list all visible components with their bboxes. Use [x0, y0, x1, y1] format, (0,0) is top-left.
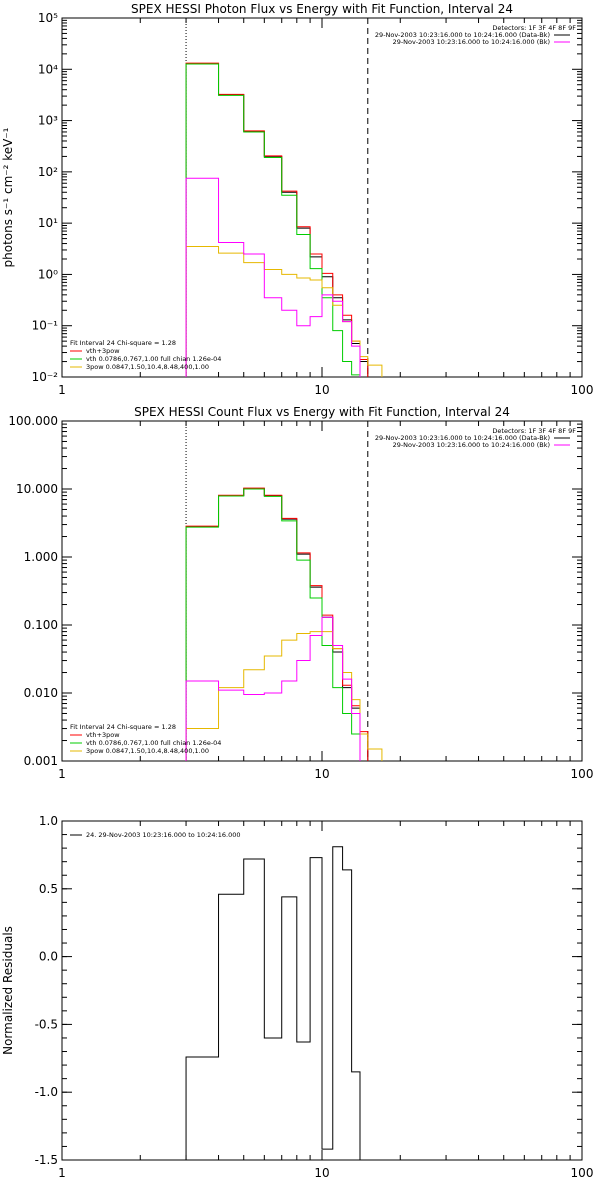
y-tick-label: 0.001 — [24, 754, 58, 768]
legend-left-entry: vth+3pow — [86, 347, 120, 355]
x-tick-label: 100 — [571, 1166, 594, 1180]
y-tick-label: -1.0 — [35, 1085, 58, 1099]
chart-3: Normalized Residuals 1 10 100 -1.5 -1.0 -0.5 0.… — [1, 814, 593, 1180]
series-2-step-line — [185, 487, 369, 761]
y-tick-label: 0.100 — [24, 618, 58, 632]
x-tick-label: 10 — [314, 767, 329, 781]
legend-right-entry: 29-Nov-2003 10:23:16.000 to 10:24:16.000… — [393, 38, 550, 46]
y-tick-label: 10⁴ — [38, 62, 58, 76]
series-group — [185, 487, 383, 761]
legend-right-entry: 29-Nov-2003 10:23:16.000 to 10:24:16.000… — [375, 434, 550, 442]
legend-left-entry: 24. 29-Nov-2003 10:23:16.000 to 10:24:16… — [86, 831, 240, 839]
plot-frame — [61, 17, 583, 378]
x-tick-label: 10 — [314, 383, 329, 397]
series-5-step-line — [185, 616, 361, 761]
legend-left-entry: Fit Interval 24 Chi-square = 1.28 — [70, 339, 176, 347]
chart-2: SPEX HESSI Count Flux vs Energy with Fit… — [8, 405, 593, 781]
y-tick-label: 10² — [38, 165, 58, 179]
x-tick-label: 1 — [58, 1166, 66, 1180]
chart-1: SPEX HESSI Photon Flux vs Energy with Fi… — [1, 2, 593, 397]
series-1-step-line — [185, 846, 361, 1160]
legend-left-entry: vth 0.0786,0.767,1.00 full chian 1.26e-0… — [86, 355, 221, 363]
y-tick-label: 1.000 — [24, 550, 58, 564]
series-5-step-line — [185, 177, 361, 377]
x-tick-label: 1 — [58, 383, 66, 397]
y-tick-label: 10⁻¹ — [32, 319, 59, 333]
series-group — [185, 62, 383, 377]
legend-right-entry: Detectors: 1F 3F 4F 8F 9F — [492, 427, 576, 435]
legend-right-entry: Detectors: 1F 3F 4F 8F 9F — [492, 24, 576, 32]
legend-left-entry: 3pow 0.0847,1.50,10.4,8.48,400,1.00 — [86, 747, 209, 755]
series-3-step-line — [185, 63, 361, 377]
x-tick-label: 1 — [58, 767, 66, 781]
series-group — [185, 846, 361, 1160]
chart-title: SPEX HESSI Count Flux vs Energy with Fit… — [134, 405, 510, 419]
legend-right-entry: 29-Nov-2003 10:23:16.000 to 10:24:16.000… — [375, 31, 550, 39]
series-1-step-line — [185, 62, 369, 377]
x-tick-label: 10 — [314, 1166, 329, 1180]
y-tick-label: 0.010 — [24, 686, 58, 700]
y-axis-label: Normalized Residuals — [1, 926, 15, 1055]
legend-right-entry: 29-Nov-2003 10:23:16.000 to 10:24:16.000… — [393, 441, 550, 449]
y-tick-label: 10¹ — [38, 216, 58, 230]
series-2-step-line — [185, 62, 369, 377]
y-tick-label: 1.0 — [39, 814, 58, 828]
y-tick-label: 10⁵ — [38, 11, 58, 25]
legend-left-entry: vth 0.0786,0.767,1.00 full chian 1.26e-0… — [86, 739, 221, 747]
y-tick-label: 100.000 — [8, 414, 58, 428]
y-tick-label: 10⁻² — [32, 370, 59, 384]
y-tick-label: 10.000 — [16, 482, 58, 496]
series-3-step-line — [185, 488, 361, 761]
chart-title: SPEX HESSI Photon Flux vs Energy with Fi… — [131, 2, 513, 16]
x-tick-label: 100 — [571, 383, 594, 397]
y-axis-label: photons s⁻¹ cm⁻² keV⁻¹ — [1, 127, 15, 267]
y-tick-label: 10³ — [38, 114, 58, 128]
legend-left-entry: Fit Interval 24 Chi-square = 1.28 — [70, 723, 176, 731]
legend-left-entry: 3pow 0.0847,1.50,10.4,8.48,400,1.00 — [86, 363, 209, 371]
legend-left-entry: vth+3pow — [86, 731, 120, 739]
y-tick-label: 0.5 — [39, 882, 58, 896]
y-tick-label: 10⁰ — [38, 267, 58, 281]
x-tick-label: 100 — [571, 767, 594, 781]
series-1-step-line — [185, 487, 369, 761]
y-tick-label: -0.5 — [35, 1017, 58, 1031]
y-tick-label: 0.0 — [39, 950, 58, 964]
y-tick-label: -1.5 — [35, 1153, 58, 1167]
